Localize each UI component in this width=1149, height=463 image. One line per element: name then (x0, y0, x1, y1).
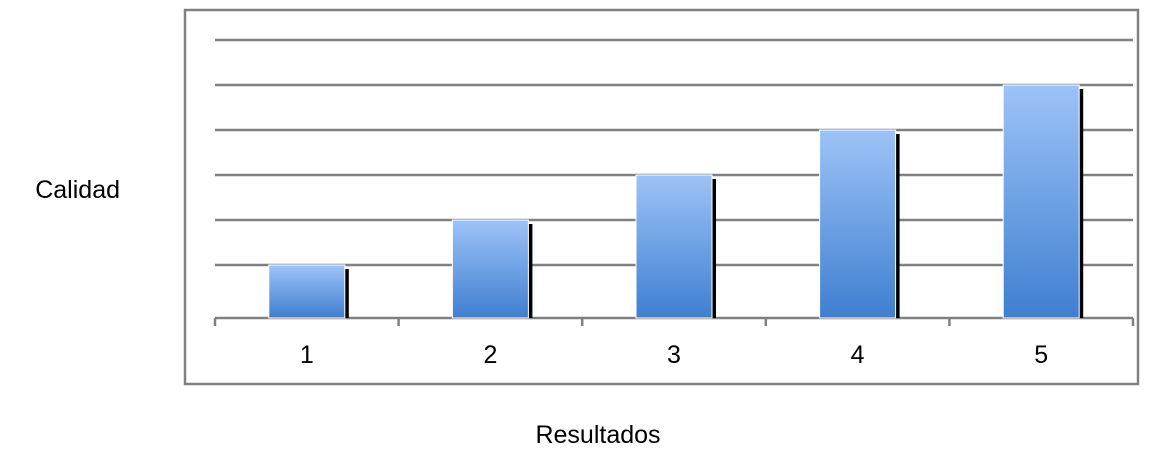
bar-2 (451, 219, 529, 319)
x-tick-label: 3 (667, 341, 681, 369)
bar-3 (635, 174, 713, 319)
x-tick-label: 5 (1034, 341, 1048, 369)
bar-4 (819, 129, 897, 319)
y-axis-title: Calidad (35, 176, 120, 204)
x-tick-label: 2 (483, 341, 497, 369)
bar-1 (268, 264, 346, 319)
x-tick-labels: 1 2 3 4 5 (300, 341, 1048, 369)
bars (268, 84, 1084, 319)
gridlines (215, 38, 1133, 267)
x-tick-label: 4 (851, 341, 865, 369)
x-tick-label: 1 (300, 341, 314, 369)
x-axis-title: Resultados (535, 421, 660, 449)
bar-5 (1002, 84, 1080, 319)
